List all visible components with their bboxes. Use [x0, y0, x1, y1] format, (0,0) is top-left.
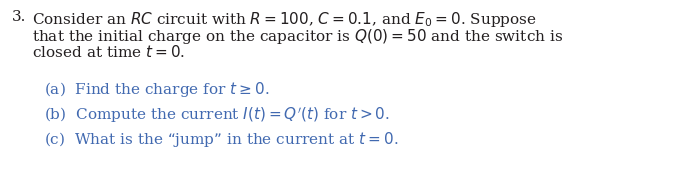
Text: (b)  Compute the current $I(t) = Q'(t)$ for $t > 0$.: (b) Compute the current $I(t) = Q'(t)$ f…	[44, 105, 390, 125]
Text: closed at time $t = 0$.: closed at time $t = 0$.	[32, 44, 185, 60]
Text: 3.: 3.	[12, 10, 27, 24]
Text: (a)  Find the charge for $t \geq 0$.: (a) Find the charge for $t \geq 0$.	[44, 80, 269, 99]
Text: (c)  What is the “jump” in the current at $t = 0$.: (c) What is the “jump” in the current at…	[44, 130, 399, 149]
Text: Consider an $\mathit{RC}$ circuit with $R = 100$, $C = 0.1$, and $E_0 = 0$. Supp: Consider an $\mathit{RC}$ circuit with $…	[32, 10, 537, 29]
Text: that the initial charge on the capacitor is $Q(0) = 50$ and the switch is: that the initial charge on the capacitor…	[32, 27, 563, 46]
